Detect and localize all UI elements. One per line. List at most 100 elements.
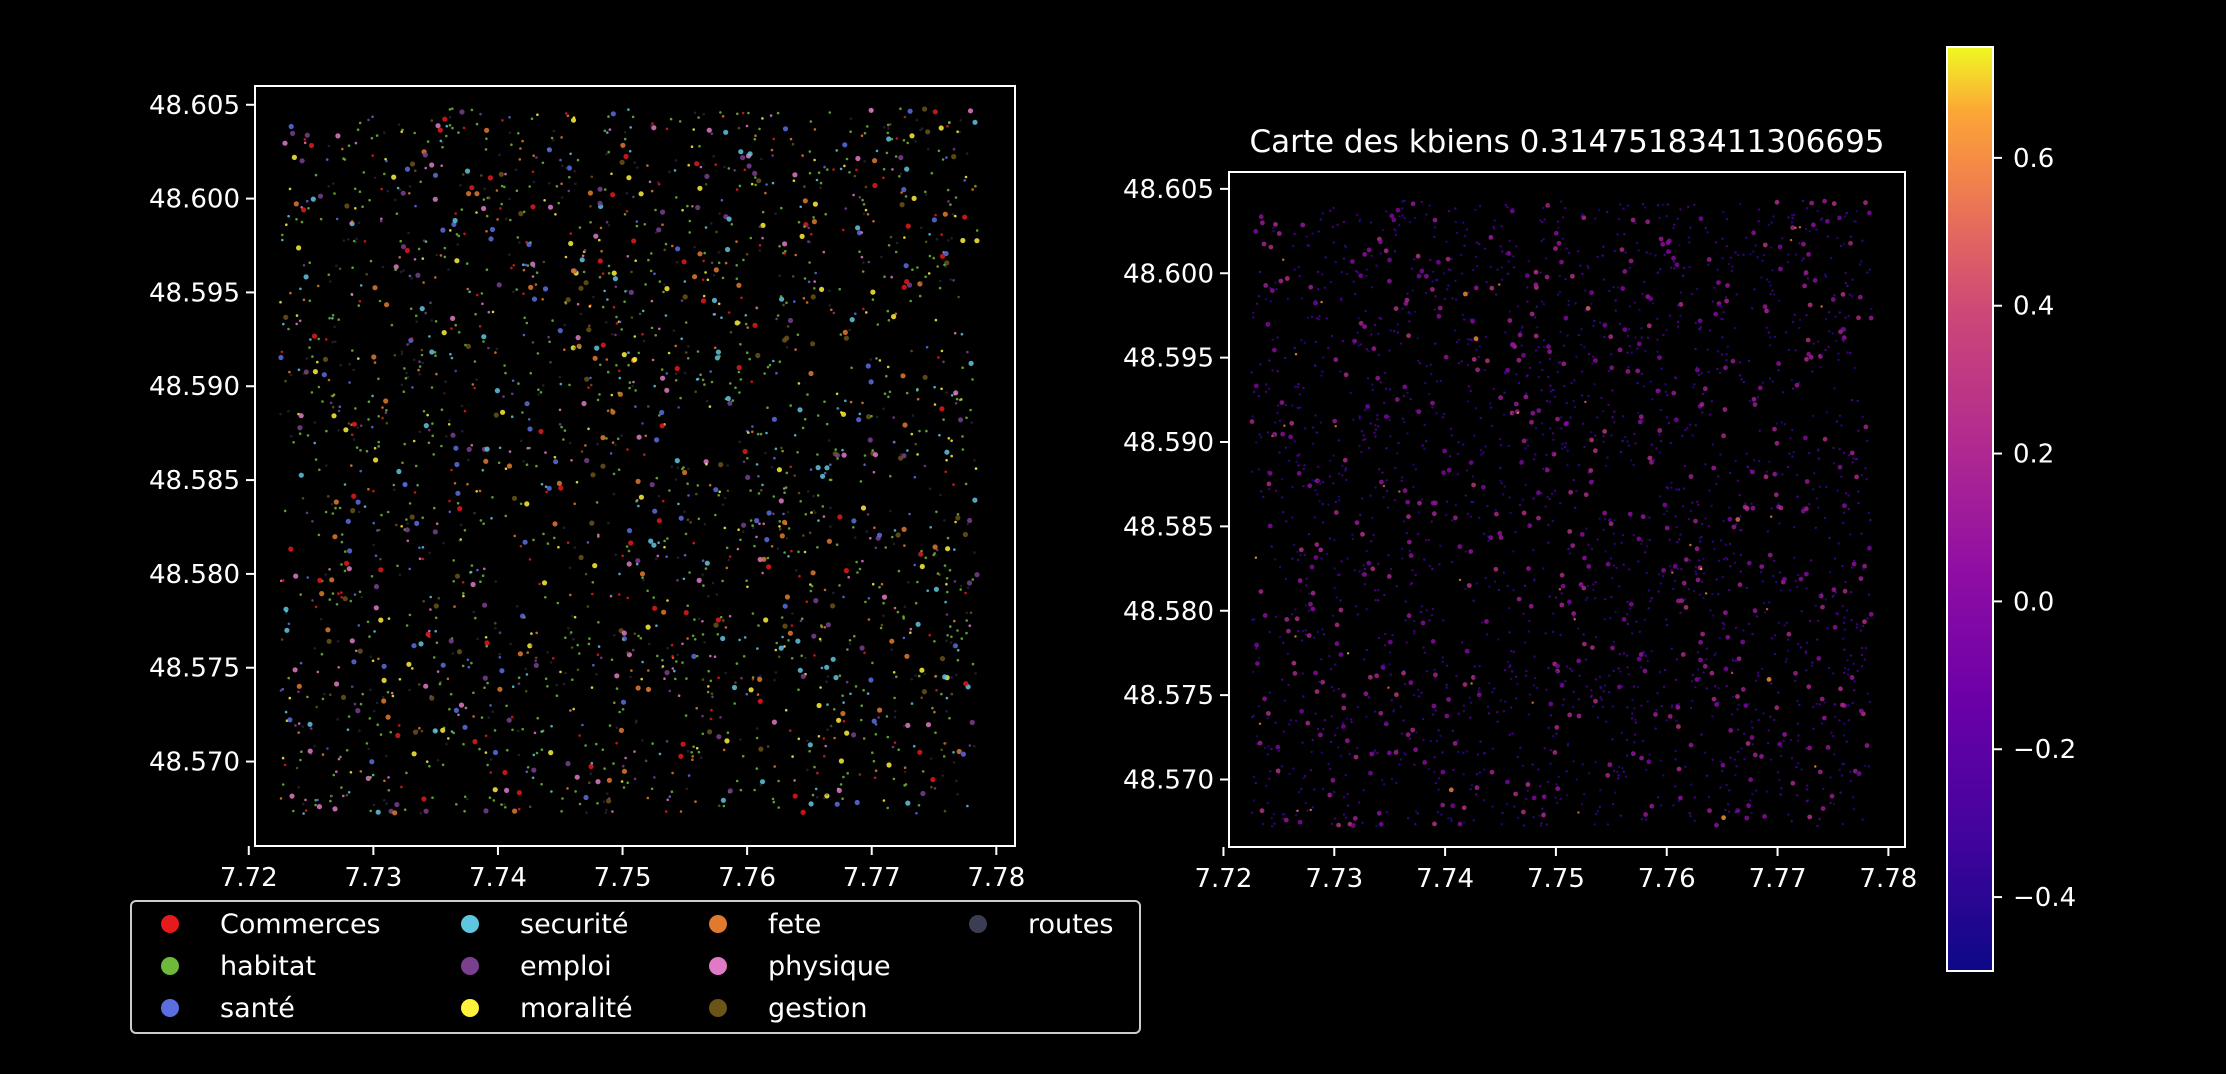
point-gestion (930, 785, 933, 789)
point-kbiens (1563, 315, 1569, 321)
point-routes (472, 610, 476, 614)
point-habitat (937, 149, 941, 153)
point-commerces (736, 364, 742, 371)
point-routes (330, 502, 334, 506)
point-habitat (484, 148, 488, 151)
point-kbiens (1721, 336, 1724, 339)
point-habitat (338, 506, 342, 510)
point-kbiens (1287, 683, 1290, 687)
point-securit (744, 314, 748, 317)
point-commerces (591, 592, 594, 596)
point-kbiens (1824, 348, 1827, 352)
point-habitat (445, 134, 448, 138)
point-kbiens (1649, 459, 1654, 465)
point-fete (439, 254, 443, 257)
point-kbiens (1525, 797, 1528, 801)
point-gestion (925, 129, 931, 135)
point-kbiens (1395, 585, 1398, 588)
point-securit (597, 645, 601, 648)
point-physique (925, 722, 932, 728)
point-kbiens (1745, 236, 1748, 240)
point-habitat (331, 592, 335, 595)
point-habitat (931, 706, 934, 710)
point-fete (600, 435, 606, 441)
point-habitat (684, 714, 688, 717)
point-kbiens (1666, 393, 1669, 397)
point-physique (450, 315, 456, 321)
point-kbiens (1778, 299, 1781, 302)
point-kbiens (1401, 200, 1404, 203)
point-kbiens (1330, 685, 1334, 689)
point-kbiens (1260, 490, 1263, 493)
point-gestion (565, 297, 571, 303)
point-sant (823, 471, 827, 475)
point-habitat (871, 661, 874, 665)
point-commerces (510, 266, 513, 270)
point-securit (814, 787, 818, 791)
point-kbiens (1414, 823, 1417, 826)
point-habitat (591, 581, 595, 584)
point-routes (882, 614, 885, 618)
point-routes (663, 283, 666, 286)
point-routes (398, 573, 402, 577)
point-emploi (807, 226, 810, 230)
point-kbiens (1711, 592, 1714, 596)
point-routes (892, 542, 896, 546)
point-kbiens (1336, 727, 1339, 730)
point-kbiens (1304, 427, 1307, 430)
point-gestion (590, 472, 596, 478)
point-sant (620, 699, 627, 705)
point-kbiens (1417, 688, 1420, 691)
point-kbiens (1255, 647, 1258, 650)
point-kbiens (1382, 401, 1386, 405)
point-habitat (333, 192, 336, 195)
point-kbiens (1790, 780, 1796, 786)
point-kbiens (1711, 715, 1714, 718)
point-kbiens (1408, 553, 1414, 558)
point-routes (517, 729, 520, 733)
point-kbiens (1532, 549, 1535, 552)
point-kbiens (1577, 333, 1581, 337)
point-kbiens (1598, 805, 1602, 809)
point-moralit (357, 357, 360, 360)
point-kbiens (1478, 345, 1482, 348)
point-kbiens (1698, 639, 1703, 645)
point-kbiens (1633, 432, 1636, 436)
point-habitat (589, 221, 592, 224)
point-kbiens (1342, 257, 1346, 260)
point-securit (839, 167, 843, 171)
point-kbiens (1609, 518, 1612, 521)
point-kbiens (1659, 804, 1663, 807)
point-kbiens (1270, 816, 1274, 820)
point-commerces (442, 116, 448, 122)
point-emploi (305, 511, 309, 515)
point-kbiens (1391, 217, 1397, 223)
point-kbiens (1795, 766, 1798, 769)
point-habitat (560, 810, 563, 813)
point-routes (421, 361, 425, 365)
point-physique (595, 779, 601, 785)
point-habitat (838, 287, 841, 291)
point-habitat (428, 765, 431, 768)
point-kbiens (1512, 255, 1515, 258)
point-kbiens (1630, 351, 1633, 354)
point-sant (765, 183, 768, 186)
point-kbiens (1512, 412, 1515, 415)
point-securit (540, 482, 544, 486)
point-securit (606, 131, 609, 134)
point-kbiens (1529, 419, 1534, 425)
point-sant (876, 532, 883, 538)
point-kbiens (1717, 350, 1720, 353)
point-kbiens (1416, 409, 1422, 415)
point-habitat (385, 409, 388, 412)
point-routes (573, 347, 576, 350)
point-moralit (706, 278, 710, 282)
point-routes (512, 290, 515, 294)
point-habitat (763, 372, 766, 375)
point-kbiens (1608, 674, 1611, 677)
point-kbiens (1432, 821, 1437, 827)
point-commerces (484, 640, 490, 646)
point-kbiens (1532, 684, 1536, 687)
point-routes (367, 747, 371, 751)
point-moralit (371, 659, 375, 663)
